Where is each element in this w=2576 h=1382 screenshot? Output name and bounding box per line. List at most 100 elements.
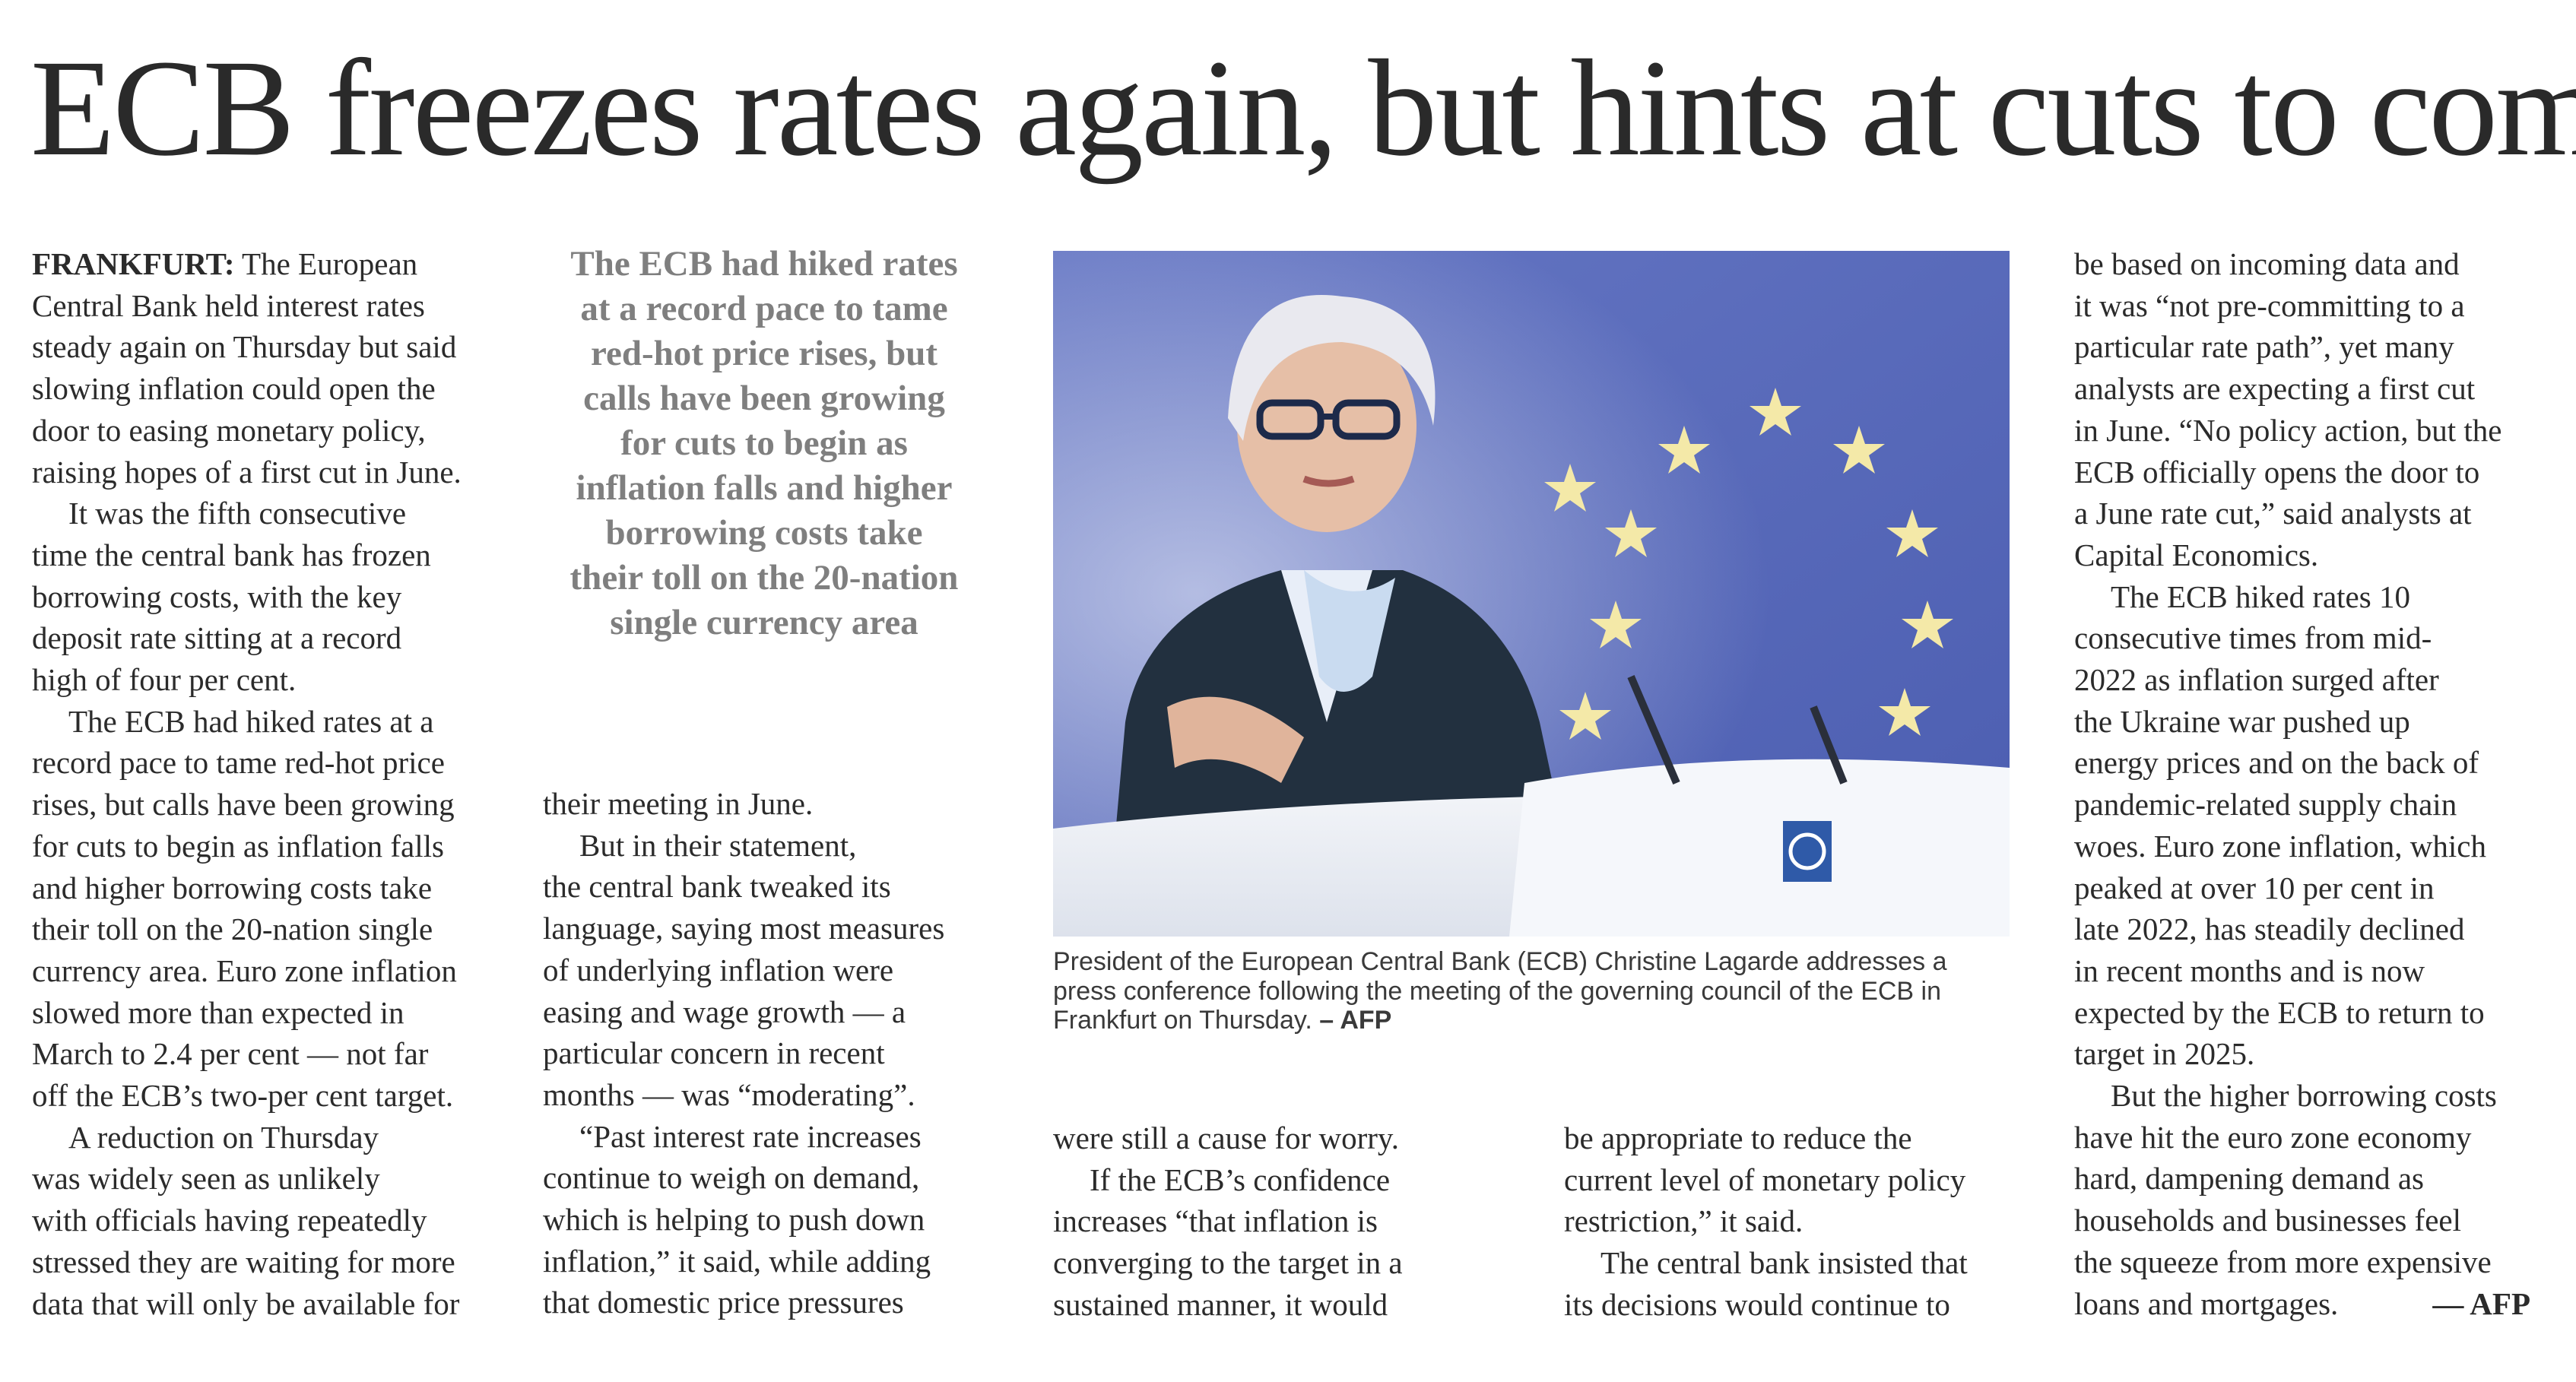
text-line: their meeting in June. [543,786,814,821]
paragraph: were still a cause for worry. [1053,1117,1524,1159]
text-line: If the ECB’s confidence [1090,1162,1391,1197]
paragraph: But in their statement, the central bank… [543,825,1014,1116]
text-line: borrowing costs, with the key [32,578,402,614]
caption-line: press conference following the meeting o… [1053,976,1942,1006]
text-line: with officials having repeatedly [32,1203,427,1238]
text-line: in June. “No policy action, but the [2074,412,2502,448]
text-line: The ECB had hiked rates at a [68,703,434,739]
text-line: But the higher borrowing costs [2111,1078,2497,1114]
text-line: increases “that inflation is [1053,1203,1378,1239]
text-line: The ECB hiked rates 10 [2111,578,2410,614]
text-line: March to 2.4 per cent — not far [32,1036,429,1072]
text-line: months — was “moderating”. [543,1076,915,1112]
text-line: be based on incoming data and [2074,246,2460,281]
article-column-3: were still a cause for worry. If the ECB… [1053,1117,1524,1326]
text-line: continue to weigh on demand, [543,1160,920,1196]
text-line: and higher borrowing costs take [32,870,433,905]
paragraph: The ECB had hiked rates at a record pace… [32,701,503,1117]
text-line: inflation,” it said, while adding [543,1243,931,1279]
photo-illustration [1053,251,2010,937]
text-line: peaked at over 10 per cent in [2074,870,2435,905]
pull-quote-line: for cuts to begin as [620,423,908,463]
text-line: it was “not pre-committing to a [2074,287,2465,323]
text-line: language, saying most measures [543,911,945,946]
text-line: hard, dampening demand as [2074,1161,2424,1197]
text-line: particular rate path”, yet many [2074,329,2454,365]
photo-credit: – AFP [1319,1006,1392,1035]
article-column-1: FRANKFURT: The European Central Bank hel… [32,243,503,1324]
text-line: pandemic-related supply chain [2074,787,2457,823]
text-line: late 2022, has steadily declined [2074,911,2465,947]
text-line: be appropriate to reduce the [1564,1120,1912,1155]
text-line: have hit the euro zone economy [2074,1119,2472,1155]
paragraph: But the higher borrowing costs have hit … [2074,1075,2530,1324]
text-line: Central Bank held interest rates [32,287,425,323]
text-line: time the central bank has frozen [32,537,431,572]
press-conference-photo [1053,251,2010,937]
caption-line: President of the European Central Bank (… [1053,947,1947,976]
paragraph: The ECB hiked rates 10 consecutive times… [2074,576,2530,1075]
eu-stars [1544,388,1953,740]
paragraph: It was the fifth consecutive time the ce… [32,493,503,701]
text-line: The central bank insisted that [1600,1245,1968,1281]
paragraph: be based on incoming data and it was “no… [2074,243,2530,576]
article-column-4: be appropriate to reduce the current lev… [1564,1117,2035,1326]
text-line: sustained manner, it would [1053,1286,1388,1322]
text-line: high of four per cent. [32,662,297,698]
text-line: target in 2025. [2074,1036,2255,1072]
text-line: A reduction on Thursday [68,1119,379,1155]
text-line: was widely seen as unlikely [32,1161,380,1197]
pull-quote-line: red-hot price rises, but [590,334,938,373]
paragraph: their meeting in June. [543,783,1014,825]
text-line: deposit rate sitting at a record [32,620,402,656]
paragraph: If the ECB’s confidence increases “that … [1053,1159,1524,1326]
text-line: slowing inflation could open the [32,371,436,407]
pull-quote-line: The ECB had hiked rates [570,244,958,284]
text-line: energy prices and on the back of [2074,745,2479,781]
pull-quote-line: their toll on the 20-nation [569,558,959,597]
dateline: FRANKFURT: [32,246,235,281]
text-line: particular concern in recent [543,1035,885,1071]
pull-quote-line: single currency area [610,603,918,642]
text-line: “Past interest rate increases [579,1118,922,1154]
text-line: ECB officially opens the door to [2074,454,2480,490]
text-line: expected by the ECB to return to [2074,994,2485,1030]
text-line: converging to the target in a [1053,1245,1403,1281]
text-line: for cuts to begin as inflation falls [32,828,444,864]
text-line: off the ECB’s two-per cent target. [32,1078,454,1114]
text-line: restriction,” it said. [1564,1203,1804,1239]
text-line: consecutive times from mid- [2074,620,2432,656]
text-line: raising hopes of a first cut in June. [32,454,462,490]
pull-quote: The ECB had hiked rates at a record pace… [532,242,996,645]
text-line: their toll on the 20-nation single [32,911,433,947]
paragraph: “Past interest rate increases continue t… [543,1116,1014,1324]
text-line: currency area. Euro zone inflation [32,953,457,988]
headline: ECB freezes rates again, but hints at cu… [30,32,2576,185]
paragraph: The central bank insisted that its decis… [1564,1242,2035,1325]
text-line: in recent months and is now [2074,953,2425,988]
text-line: record pace to tame red-hot price [32,745,445,781]
paragraph: FRANKFURT: The European Central Bank hel… [32,243,503,493]
text-line: of underlying inflation were [543,952,894,987]
podium [1053,675,2010,937]
pull-quote-line: at a record pace to tame [580,289,948,328]
byline: — AFP [2432,1285,2530,1321]
pull-quote-line: inflation falls and higher [576,468,953,508]
text-line: its decisions would continue to [1564,1286,1950,1322]
text-line: steady again on Thursday but said [32,329,457,365]
text-line: woes. Euro zone inflation, which [2074,828,2486,864]
paragraph: A reduction on Thursday was widely seen … [32,1117,503,1325]
text-line: data that will only be available for [32,1285,460,1321]
text-line: stressed they are waiting for more [32,1244,455,1279]
text-line: The European [234,246,418,281]
text-line: a June rate cut,” said analysts at [2074,496,2472,531]
text-line: It was the fifth consecutive [68,496,407,531]
text-line: the central bank tweaked its [543,869,891,905]
caption-line: Frankfurt on Thursday. [1053,1006,1312,1035]
text-line: slowed more than expected in [32,994,404,1030]
text-line: the Ukraine war pushed up [2074,703,2410,739]
article-column-5: be based on incoming data and it was “no… [2074,243,2530,1324]
text-line: the squeeze from more expensive [2074,1244,2492,1279]
text-line: rises, but calls have been growing [32,787,455,823]
text-line: that domestic price pressures [543,1285,904,1320]
